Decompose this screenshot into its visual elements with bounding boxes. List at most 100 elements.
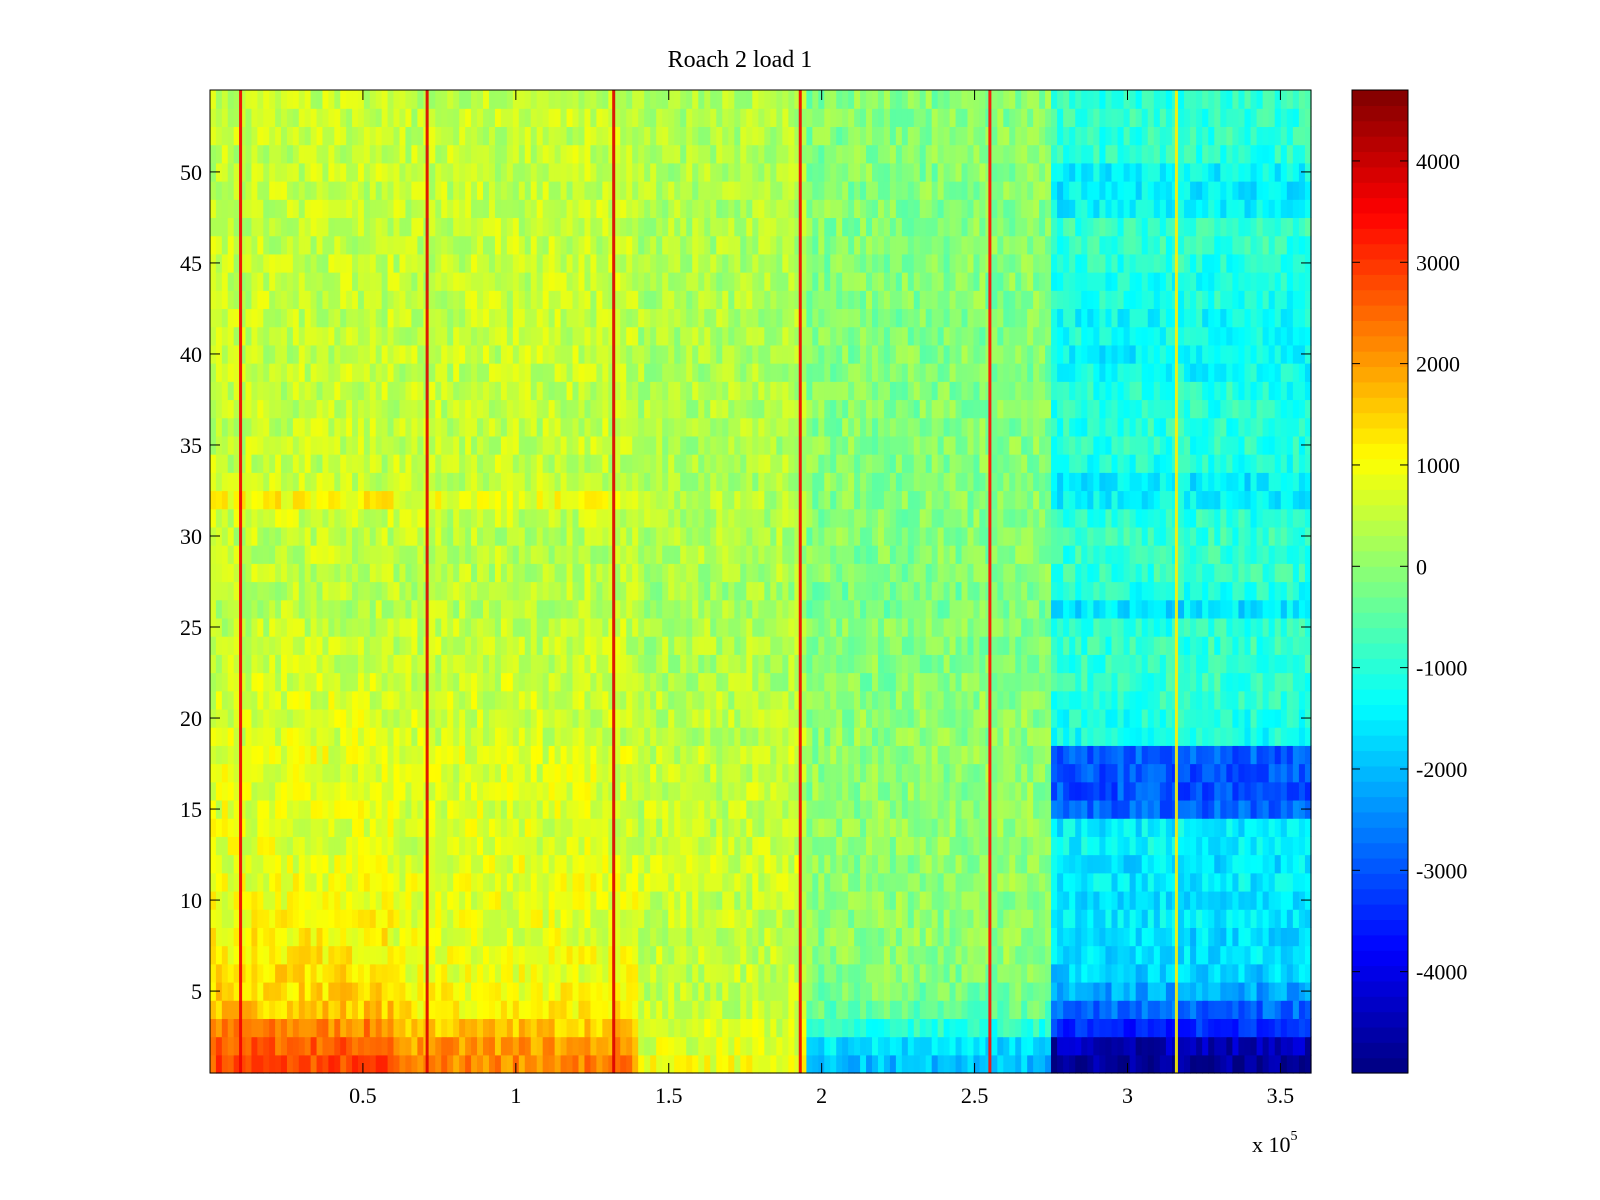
heatmap-cell: [506, 1018, 514, 1038]
heatmap-cell: [596, 818, 603, 837]
heatmap-cell: [352, 545, 359, 564]
heatmap-cell: [363, 599, 371, 619]
heatmap-cell: [435, 799, 442, 819]
heatmap-cell: [316, 981, 324, 1001]
heatmap-cell: [638, 1000, 645, 1019]
heatmap-cell: [453, 454, 460, 473]
heatmap-cell: [352, 581, 359, 601]
heatmap-cell: [239, 599, 247, 619]
heatmap-cell: [275, 654, 282, 674]
heatmap-cell: [210, 1054, 217, 1074]
heatmap-cell: [435, 235, 442, 255]
heatmap-cell: [292, 217, 300, 237]
heatmap-cell: [536, 344, 544, 364]
heatmap-cell: [734, 435, 741, 455]
heatmap-cell: [387, 1000, 395, 1019]
heatmap-cell: [292, 235, 300, 255]
heatmap-cell: [465, 636, 472, 655]
heatmap-cell: [758, 417, 765, 437]
heatmap-cell: [453, 927, 460, 947]
heatmap-cell: [429, 381, 436, 401]
heatmap-cell: [788, 1054, 795, 1074]
heatmap-cell: [429, 454, 436, 473]
heatmap-cell: [316, 90, 324, 109]
heatmap-cell: [602, 526, 609, 546]
heatmap-cell: [233, 708, 241, 728]
heatmap-cell: [494, 745, 502, 765]
heatmap-cell: [518, 326, 526, 346]
heatmap-cell: [275, 1000, 282, 1019]
heatmap-cell: [239, 1036, 247, 1056]
heatmap-cell: [221, 563, 229, 583]
heatmap-cell: [560, 890, 568, 910]
heatmap-cell: [459, 636, 466, 655]
heatmap-cell: [281, 1054, 288, 1074]
heatmap-cell: [381, 799, 389, 819]
heatmap-cell: [554, 344, 562, 364]
heatmap-cell: [500, 854, 508, 874]
heatmap-cell: [602, 745, 609, 765]
heatmap-cell: [257, 490, 264, 510]
heatmap-cell: [245, 909, 253, 928]
heatmap-cell: [602, 253, 609, 273]
heatmap-cell: [477, 1054, 484, 1074]
heatmap-cell: [548, 435, 556, 455]
heatmap-cell: [644, 636, 651, 655]
heatmap-cell: [375, 199, 383, 219]
heatmap-cell: [322, 1036, 329, 1056]
heatmap-cell: [239, 563, 247, 583]
heatmap-cell: [316, 1054, 324, 1074]
heatmap-cell: [227, 854, 235, 874]
heatmap-cell: [602, 326, 609, 346]
heatmap-cell: [632, 90, 639, 109]
heatmap-cell: [770, 654, 777, 674]
heatmap-cell: [530, 763, 538, 783]
heatmap-cell: [477, 763, 484, 783]
heatmap-cell: [512, 472, 520, 492]
heatmap-cell: [506, 108, 514, 127]
heatmap-cell: [363, 581, 371, 601]
heatmap-cell: [275, 836, 282, 856]
heatmap-cell: [614, 781, 621, 801]
heatmap-cell: [626, 472, 633, 492]
heatmap-cell: [788, 435, 795, 455]
heatmap-cell: [429, 399, 436, 419]
heatmap-cell: [459, 963, 466, 983]
heatmap-cell: [542, 563, 550, 583]
heatmap-cell: [722, 1018, 729, 1038]
heatmap-cell: [340, 818, 347, 837]
heatmap-cell: [632, 381, 639, 401]
heatmap-cell: [500, 745, 508, 765]
heatmap-cell: [399, 1036, 407, 1056]
heatmap-cell: [650, 890, 657, 910]
heatmap-cell: [734, 872, 741, 892]
heatmap-cell: [245, 617, 253, 637]
heatmap-cell: [363, 636, 371, 655]
heatmap-cell: [770, 890, 777, 910]
heatmap-cell: [286, 872, 294, 892]
heatmap-cell: [782, 526, 789, 546]
heatmap-cell: [518, 545, 526, 564]
heatmap-cell: [251, 890, 258, 910]
heatmap-cell: [704, 526, 711, 546]
heatmap-cell: [704, 363, 711, 382]
heatmap-cell: [483, 162, 490, 182]
heatmap-cell: [716, 981, 723, 1001]
heatmap-cell: [494, 1018, 502, 1038]
heatmap-cell: [536, 745, 544, 765]
heatmap-cell: [500, 126, 508, 146]
heatmap-cell: [494, 126, 502, 146]
heatmap-cell: [800, 763, 807, 783]
heatmap-cell: [734, 672, 741, 692]
heatmap-cell: [453, 636, 460, 655]
heatmap-cell: [488, 927, 496, 947]
heatmap-cell: [281, 199, 288, 219]
heatmap-cell: [530, 781, 538, 801]
heatmap-cell: [614, 381, 621, 401]
heatmap-cell: [776, 854, 783, 874]
heatmap-cell: [357, 799, 365, 819]
heatmap-cell: [298, 272, 306, 291]
heatmap-cell: [393, 872, 401, 892]
heatmap-cell: [554, 963, 562, 983]
heatmap-cell: [698, 1000, 705, 1019]
